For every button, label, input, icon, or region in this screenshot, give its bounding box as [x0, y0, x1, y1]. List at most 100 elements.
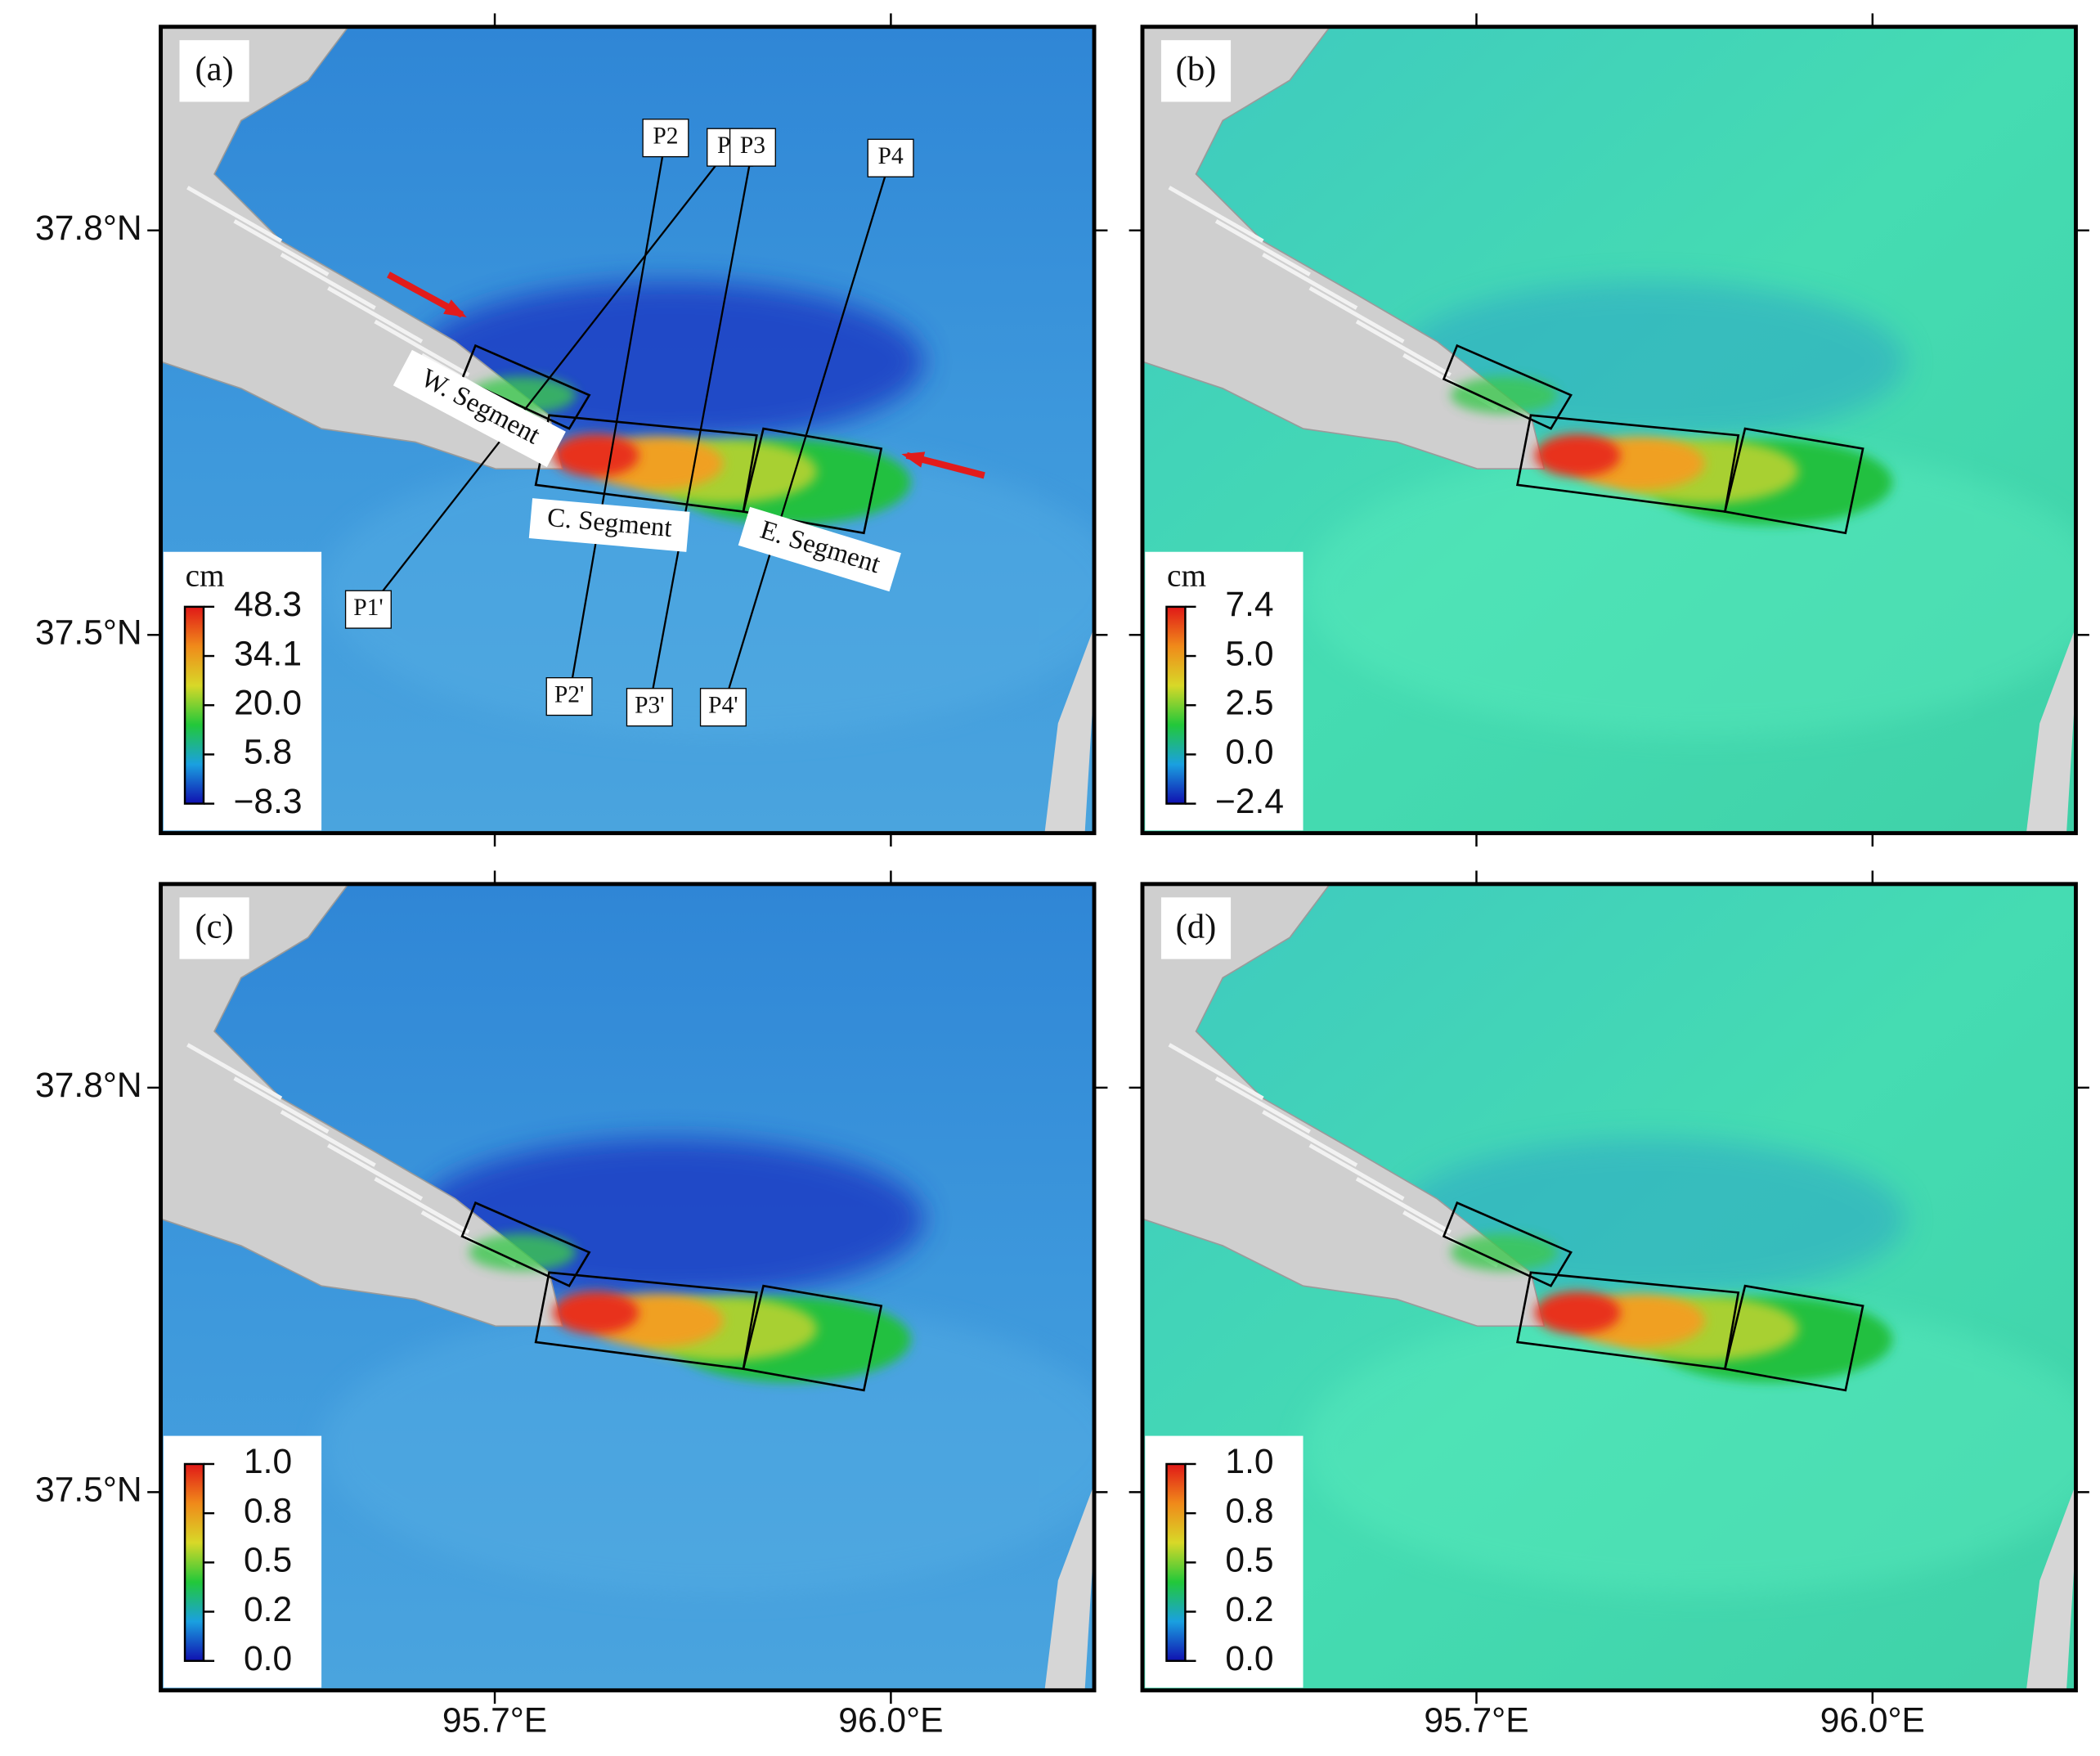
- lat-tick-label: 37.8°N: [35, 1066, 142, 1105]
- colorbar: [183, 1462, 205, 1662]
- colorbar: [1165, 1462, 1187, 1662]
- colorbar-tick-label: 0.8: [244, 1491, 292, 1530]
- segment-label-box: [528, 498, 690, 552]
- colorbar-unit: cm: [186, 557, 225, 593]
- map-panel: (b) cm 7.4 5.0 2.5 0.0 −2.4: [1129, 13, 2089, 847]
- colorbar-tick-label: 34.1: [234, 634, 302, 673]
- arrow-head: [901, 451, 926, 468]
- lat-tick-label: 37.5°N: [35, 613, 142, 653]
- terrain-ridge: [233, 219, 330, 276]
- colorbar: [1165, 605, 1187, 805]
- terrain-ridge: [186, 1043, 283, 1101]
- terrain: [1044, 1484, 1095, 1691]
- terrain-ridge: [1355, 1177, 1452, 1234]
- deformation-lobe: [1303, 1299, 2076, 1594]
- profile-line: [568, 137, 667, 697]
- rupture-signal: [553, 433, 639, 478]
- panel-label-box: [179, 897, 249, 959]
- terrain-ridge: [1308, 1143, 1405, 1201]
- profile-label: P3': [635, 692, 664, 718]
- map-content: [1142, 26, 2076, 833]
- terrain-ridge: [1262, 1110, 1358, 1167]
- map-panel: (c) 1.0 0.8 0.5 0.2 0.0 95.7°E 96.0°E 37.8°N 37.5…: [35, 870, 1108, 1740]
- profile-label-box: [729, 128, 776, 167]
- map-panel: (d) 1.0 0.8 0.5 0.2 0.0 95.7°E 96.0°E: [1129, 870, 2089, 1740]
- rupture-signal: [1534, 1291, 1621, 1335]
- fault-segment-box: [1442, 344, 1573, 430]
- rupture-signal: [469, 1233, 577, 1272]
- colorbar-tick-label: 0.0: [244, 1639, 292, 1678]
- rupture-signal: [1450, 376, 1558, 415]
- deformation-lobe: [321, 442, 1095, 737]
- segment-label-box: [738, 506, 901, 592]
- profile-label-box: [545, 677, 593, 716]
- terrain-ridge: [280, 253, 376, 310]
- colorbar-tick-label: 1.0: [244, 1442, 292, 1481]
- colorbar: [183, 605, 205, 805]
- profile-label: P3: [740, 132, 765, 159]
- fault-segment-box: [1723, 427, 1864, 535]
- profile-label: P1': [353, 595, 383, 621]
- colorbar-tick-label: 0.0: [1225, 1639, 1273, 1678]
- colorbar-tick-label: 0.5: [244, 1541, 292, 1580]
- colorbar-tick-label: −8.3: [234, 782, 303, 821]
- panel-label-box: [179, 40, 249, 102]
- colorbar-tick-label: 48.3: [234, 585, 302, 624]
- map-frame: [1140, 882, 2078, 1693]
- terrain-ridge: [186, 186, 283, 243]
- panel-label: (c): [195, 907, 233, 945]
- fault-segment-box: [460, 344, 591, 430]
- terrain-ridge: [327, 285, 424, 344]
- terrain-ridge: [1168, 186, 1264, 243]
- colorbar-tick-label: 0.5: [1225, 1541, 1273, 1580]
- segment-label-group: C. Segment: [528, 498, 690, 552]
- colorbar-tick-label: 5.8: [244, 733, 292, 772]
- deformation-lobe: [321, 1299, 1095, 1594]
- terrain-ridge: [1214, 1076, 1311, 1134]
- panel-label-box: [1160, 897, 1232, 959]
- map-frame: [159, 25, 1097, 836]
- colorbar-tick-label: −2.4: [1215, 782, 1284, 821]
- panel-label-box: [1160, 40, 1232, 102]
- colorbar-tick-label: 5.0: [1225, 634, 1273, 673]
- profile-label-box: [642, 119, 689, 158]
- panel-label: (b): [1176, 50, 1217, 88]
- colorbar-tick-label: 2.5: [1225, 683, 1273, 722]
- map-frame: [159, 882, 1097, 1693]
- lon-tick-label: 96.0°E: [1820, 1700, 1925, 1740]
- map-content: [160, 883, 1095, 1691]
- profile-label-box: [344, 590, 392, 629]
- colorbar-tick-label: 0.8: [1225, 1491, 1273, 1530]
- fault-segment-box: [460, 1201, 591, 1287]
- segment-label-box: [393, 349, 566, 468]
- lat-tick-label: 37.8°N: [35, 209, 142, 248]
- terrain: [2026, 1484, 2076, 1691]
- lon-tick-label: 95.7°E: [442, 1700, 547, 1740]
- profile-label-box: [699, 688, 747, 727]
- terrain-ridge: [327, 1143, 424, 1201]
- terrain-ridge: [1168, 1043, 1264, 1101]
- panel-label: (a): [195, 50, 233, 88]
- colorbar-tick-label: 0.0: [1225, 733, 1273, 772]
- profile-label: P2': [554, 681, 584, 707]
- lat-tick-label: 37.5°N: [35, 1471, 142, 1510]
- panel-label: (d): [1176, 907, 1217, 945]
- colorbar-tick-label: 0.2: [1225, 1590, 1273, 1629]
- colorbar-tick-label: 7.4: [1225, 585, 1273, 624]
- fault-segment-box: [742, 427, 883, 535]
- terrain-ridge: [233, 1076, 330, 1134]
- rupture-signal: [1450, 1233, 1558, 1272]
- terrain: [1044, 627, 1095, 833]
- terrain-ridge: [374, 1177, 470, 1234]
- colorbar-unit: cm: [1167, 557, 1206, 593]
- fault-segment-box: [742, 1284, 883, 1392]
- profile-line: [367, 146, 731, 610]
- terrain-ridge: [1355, 319, 1452, 377]
- rupture-signal: [553, 1291, 639, 1335]
- fault-segment-box: [1723, 1284, 1864, 1392]
- profile-label-box: [867, 138, 914, 177]
- fault-segment-box: [1442, 1201, 1573, 1287]
- terrain-ridge: [374, 319, 470, 377]
